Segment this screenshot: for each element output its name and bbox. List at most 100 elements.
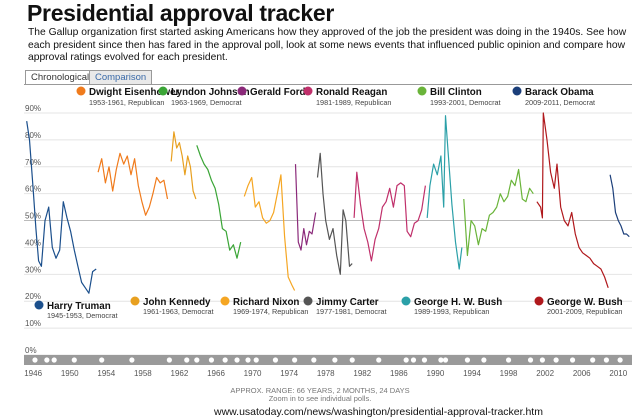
event-marker[interactable] (617, 357, 623, 363)
legend-name-5[interactable]: Gerald Ford (250, 87, 306, 98)
series-line-8[interactable] (426, 115, 463, 270)
legend-name-0[interactable]: Harry Truman (47, 301, 111, 312)
legend-dot-5[interactable] (237, 86, 247, 96)
legend-years-3: 1963-1969, Democrat (171, 98, 242, 107)
event-marker[interactable] (410, 357, 417, 363)
tab-chronological[interactable]: Chronological (25, 70, 96, 85)
timeline-bar[interactable] (24, 355, 632, 365)
series-line-2[interactable] (170, 131, 197, 200)
legend-name-9[interactable]: Bill Clinton (430, 87, 482, 98)
legend-dot-6[interactable] (303, 296, 313, 306)
chart-svg[interactable]: 0%10%20%30%40%50%60%70%80%90%1946 1950 195… (24, 85, 632, 385)
legend-dot-4[interactable] (220, 296, 230, 306)
legend-dot-11[interactable] (512, 86, 522, 96)
x-tick-label: 2002 (536, 369, 554, 378)
event-marker[interactable] (71, 357, 77, 363)
event-marker[interactable] (590, 357, 596, 363)
series-line-7[interactable] (353, 171, 426, 262)
y-tick-label: 0% (25, 346, 37, 355)
event-marker[interactable] (184, 357, 190, 363)
legend-dot-1[interactable] (76, 86, 86, 96)
legend-dot-0[interactable] (34, 300, 44, 310)
y-tick-label: 30% (25, 265, 41, 274)
event-marker[interactable] (569, 357, 576, 363)
event-marker[interactable] (311, 357, 317, 363)
legend-name-1[interactable]: Dwight Eisenhower (89, 87, 180, 98)
x-tick-label: 1958 (134, 369, 152, 378)
event-marker[interactable] (99, 357, 105, 363)
series-line-9[interactable] (463, 168, 534, 257)
legend-years-9: 1993-2001, Democrat (430, 98, 501, 107)
event-marker[interactable] (44, 357, 50, 363)
event-marker[interactable] (349, 357, 355, 363)
x-tick-label: 1978 (317, 369, 335, 378)
y-tick-label: 80% (25, 131, 41, 140)
series-line-4[interactable] (243, 174, 296, 291)
legend-dot-2[interactable] (130, 296, 140, 306)
legend-name-6[interactable]: Jimmy Carter (316, 297, 379, 308)
legend-name-2[interactable]: John Kennedy (143, 297, 211, 308)
event-marker[interactable] (481, 357, 487, 363)
event-marker[interactable] (505, 357, 512, 363)
event-marker[interactable] (253, 357, 259, 363)
event-marker[interactable] (272, 357, 279, 363)
legend-name-4[interactable]: Richard Nixon (233, 297, 299, 308)
event-marker[interactable] (527, 357, 534, 363)
source-url[interactable]: www.usatoday.com/news/washington/preside… (214, 406, 543, 418)
event-marker[interactable] (208, 357, 215, 363)
event-marker[interactable] (245, 357, 251, 363)
series-line-5[interactable] (294, 164, 317, 251)
series-line-1[interactable] (97, 152, 169, 216)
event-marker[interactable] (51, 357, 57, 363)
event-marker[interactable] (194, 357, 200, 363)
x-tick-label: 1970 (244, 369, 262, 378)
event-marker[interactable] (32, 357, 38, 363)
event-marker[interactable] (438, 357, 444, 363)
legend-name-11[interactable]: Barack Obama (525, 87, 594, 98)
approval-chart[interactable]: 0% 10% 20% 30% 40% 50% 60% 70% 80% 90% 1946 1950 195… (24, 84, 632, 385)
event-marker[interactable] (376, 357, 382, 363)
legend-name-8[interactable]: George H. W. Bush (414, 297, 502, 308)
zoom-hint: Zoom in to see individual polls. (268, 394, 372, 403)
x-tick-label: 1950 (61, 369, 79, 378)
series-line-3[interactable] (196, 145, 242, 259)
legend-name-7[interactable]: Ronald Reagan (316, 87, 387, 98)
y-tick-label: 10% (25, 319, 41, 328)
event-marker[interactable] (442, 357, 449, 363)
legend-dot-8[interactable] (401, 296, 411, 306)
legend-years-1: 1953-1961, Republican (89, 98, 164, 107)
x-tick-label: 2006 (573, 369, 591, 378)
legend-name-10[interactable]: George W. Bush (547, 297, 623, 308)
legend-dot-3[interactable] (158, 86, 168, 96)
event-marker[interactable] (421, 357, 428, 363)
event-marker[interactable] (234, 357, 240, 363)
y-tick-label: 50% (25, 212, 41, 221)
tab-comparison[interactable]: Comparison (89, 70, 153, 85)
intro-text: The Gallup organization first started as… (28, 27, 627, 63)
event-marker[interactable] (129, 357, 135, 363)
series-line-11[interactable] (609, 174, 630, 238)
x-tick-label: 1962 (171, 369, 189, 378)
legend-name-3[interactable]: Lyndon Johnson (171, 87, 250, 98)
event-marker[interactable] (553, 357, 559, 363)
legend-dot-10[interactable] (534, 296, 544, 306)
legend-dot-9[interactable] (417, 86, 427, 96)
event-marker[interactable] (166, 357, 172, 363)
event-marker[interactable] (292, 357, 298, 363)
series-line-6[interactable] (316, 152, 353, 275)
event-marker[interactable] (332, 357, 338, 363)
x-tick-label: 1990 (427, 369, 445, 378)
legend-dot-7[interactable] (303, 86, 313, 96)
series-line-0[interactable] (26, 121, 97, 294)
series-line-10[interactable] (536, 112, 609, 288)
x-tick-label: 1954 (97, 369, 115, 378)
event-marker[interactable] (222, 357, 228, 363)
event-marker[interactable] (603, 357, 610, 363)
event-marker[interactable] (403, 357, 409, 363)
y-tick-label: 40% (25, 238, 41, 247)
event-marker[interactable] (539, 357, 546, 363)
x-tick-label: 1986 (390, 369, 408, 378)
y-tick-label: 20% (25, 292, 41, 301)
range-label: APPROX. RANGE: 66 YEARS, 2 MONTHS, 24 DA… (230, 386, 410, 395)
event-marker[interactable] (464, 357, 471, 363)
